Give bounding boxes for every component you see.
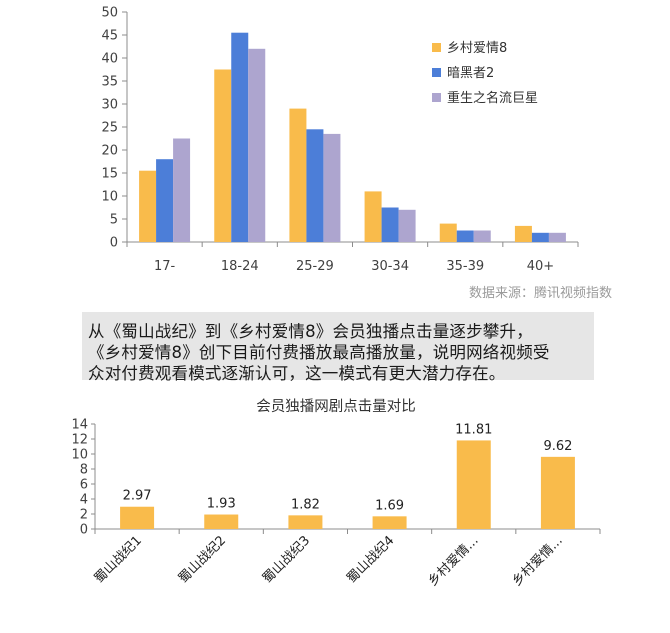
caption-line-1: 从《蜀山战纪》到《乡村爱情8》会员独播点击量逐步攀升， xyxy=(88,322,533,341)
bar-1 xyxy=(364,191,382,242)
bar-2 xyxy=(381,207,399,242)
bar-1 xyxy=(514,225,532,242)
y-tick-label: 30 xyxy=(101,98,118,113)
y-tick-label: 50 xyxy=(101,6,118,21)
x-tick-label: 18-24 xyxy=(221,259,259,274)
y-tick-label: 10 xyxy=(101,190,118,205)
bar-3 xyxy=(473,230,491,242)
bar xyxy=(456,440,491,529)
data-label: 2.97 xyxy=(123,489,152,504)
bar-2 xyxy=(456,230,474,242)
y-tick-label: 2 xyxy=(80,508,88,523)
y-tick-label: 20 xyxy=(101,144,118,159)
y-tick-label: 4 xyxy=(80,493,88,508)
bar xyxy=(540,456,575,529)
x-tick-label: 蜀山战纪4 xyxy=(344,533,397,586)
data-label: 9.62 xyxy=(543,439,572,454)
chart-title: 会员独播网剧点击量对比 xyxy=(256,398,416,415)
data-label: 11.81 xyxy=(455,422,492,437)
y-tick-label: 0 xyxy=(80,523,88,538)
y-tick-label: 6 xyxy=(80,478,88,493)
y-tick-label: 45 xyxy=(101,29,118,44)
bar-3 xyxy=(173,138,191,242)
x-tick-label: 30-34 xyxy=(371,259,409,274)
bar-3 xyxy=(548,232,566,242)
legend-swatch xyxy=(432,93,441,102)
bar-3 xyxy=(398,209,416,242)
bar-1 xyxy=(439,223,457,242)
source-note: 数据来源：腾讯视频指数 xyxy=(469,285,612,301)
legend-label: 暗黑者2 xyxy=(447,66,494,81)
bar xyxy=(288,515,323,529)
x-tick-label: 蜀山战纪1 xyxy=(92,533,145,586)
legend-label: 乡村爱情8 xyxy=(447,41,507,56)
legend-label: 重生之名流巨星 xyxy=(447,90,538,106)
x-tick-label: 35-39 xyxy=(446,259,484,274)
x-tick-label: 乡村爱情... xyxy=(425,533,481,589)
bar-2 xyxy=(531,232,549,242)
y-tick-label: 15 xyxy=(101,167,118,182)
data-label: 1.93 xyxy=(207,497,236,512)
y-tick-label: 12 xyxy=(71,433,88,448)
x-tick-label: 25-29 xyxy=(296,259,334,274)
bar-3 xyxy=(323,133,341,242)
bar xyxy=(372,516,407,529)
legend-swatch xyxy=(432,43,441,52)
caption-line-2: 《乡村爱情8》创下目前付费播放最高播放量，说明网络视频受 xyxy=(88,343,550,362)
bar-1 xyxy=(214,69,232,242)
bar-1 xyxy=(289,108,307,242)
y-tick-label: 0 xyxy=(110,236,118,251)
bar xyxy=(120,506,155,529)
legend-swatch xyxy=(432,68,441,77)
x-tick-label: 17- xyxy=(154,259,176,274)
data-label: 1.69 xyxy=(375,498,404,513)
y-tick-label: 35 xyxy=(101,75,118,90)
y-tick-label: 14 xyxy=(71,418,88,433)
bar-2 xyxy=(306,129,324,242)
y-tick-label: 25 xyxy=(101,121,118,136)
x-tick-label: 蜀山战纪3 xyxy=(260,533,313,586)
caption-line-3: 众对付费观看模式逐渐认可，这一模式有更大潜力存在。 xyxy=(88,364,506,383)
bar-2 xyxy=(231,32,249,243)
y-tick-label: 5 xyxy=(110,213,118,228)
caption-box xyxy=(82,312,594,380)
bar xyxy=(204,514,239,529)
x-tick-label: 40+ xyxy=(527,259,554,274)
bar-3 xyxy=(248,48,266,242)
age-distribution-chart: 0 5 10 15 20 25 30 35 40 45 50 17- 18-24 25-29 30-34 35… xyxy=(101,6,579,274)
data-label: 1.82 xyxy=(291,497,320,512)
y-tick-label: 8 xyxy=(80,463,88,478)
x-tick-label: 乡村爱情... xyxy=(510,533,566,589)
bar-2 xyxy=(156,159,174,242)
y-tick-label: 40 xyxy=(101,52,118,67)
x-tick-label: 蜀山战纪2 xyxy=(176,533,229,586)
bar-1 xyxy=(139,170,157,242)
y-tick-label: 10 xyxy=(71,448,88,463)
